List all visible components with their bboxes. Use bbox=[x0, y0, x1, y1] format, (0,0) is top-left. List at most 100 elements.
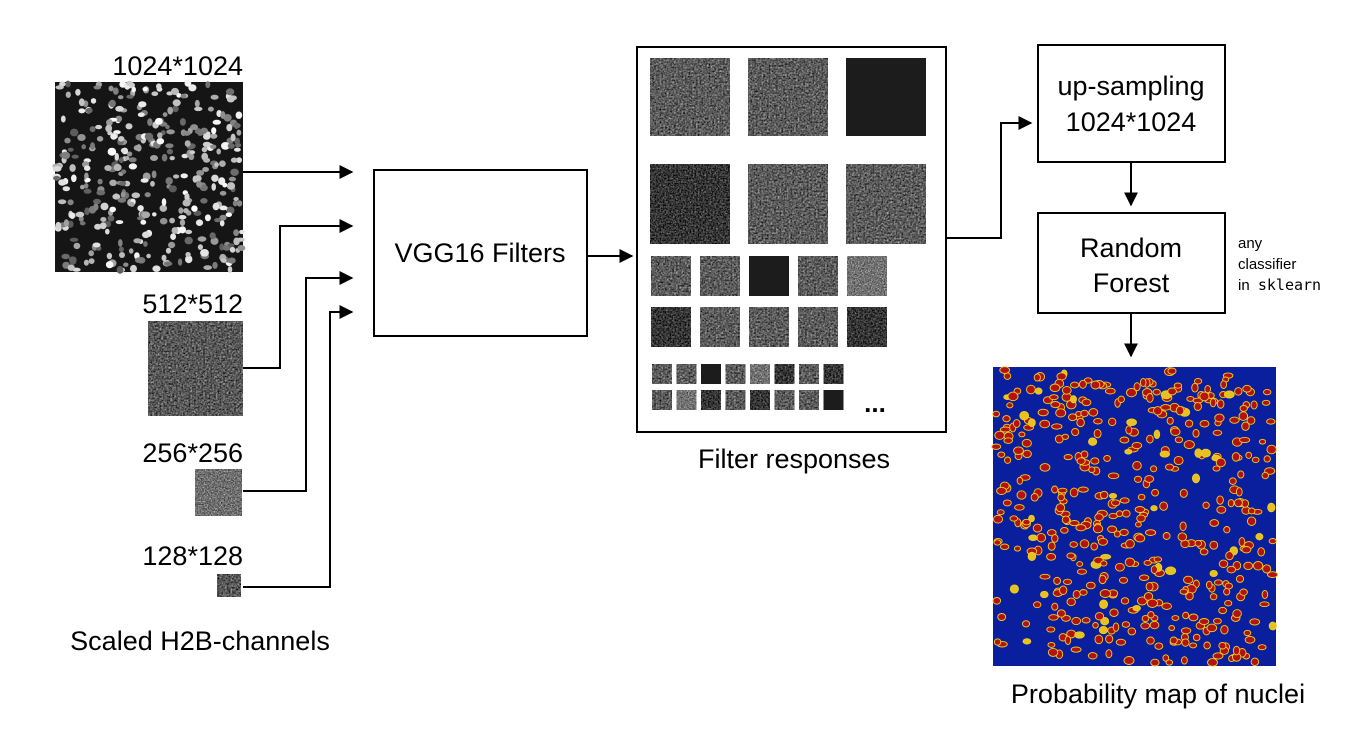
nucleus-spot bbox=[60, 115, 66, 123]
nucleus-spot bbox=[216, 148, 221, 155]
nucleus-spot bbox=[126, 80, 133, 87]
nucleus-probability-blob bbox=[1074, 631, 1085, 639]
nucleus-probability-blob bbox=[1115, 638, 1127, 646]
arrow-512-to-vgg bbox=[243, 219, 354, 369]
nucleus-probability-blob bbox=[1216, 505, 1227, 514]
nucleus-probability-blob bbox=[1121, 621, 1131, 628]
nucleus-spot bbox=[128, 248, 134, 254]
nucleus-probability-blob bbox=[1212, 465, 1221, 472]
nucleus-spot bbox=[159, 217, 168, 225]
nucleus-spot bbox=[109, 206, 116, 213]
nucleus-spot bbox=[96, 136, 104, 142]
nucleus-probability-blob bbox=[1026, 384, 1036, 395]
nucleus-spot bbox=[90, 98, 97, 104]
nucleus-probability-blob bbox=[1231, 452, 1241, 462]
nucleus-probability-blob bbox=[1027, 551, 1037, 562]
nucleus-spot bbox=[131, 192, 141, 199]
nucleus-probability-blob bbox=[1002, 499, 1012, 507]
nucleus-spot bbox=[75, 211, 85, 218]
nucleus-spot bbox=[129, 201, 135, 207]
nucleus-spot bbox=[219, 160, 226, 167]
nucleus-probability-blob bbox=[1076, 561, 1084, 567]
nucleus-probability-blob bbox=[1259, 601, 1270, 608]
nucleus-spot bbox=[211, 174, 219, 182]
nucleus-probability-blob bbox=[1229, 416, 1240, 424]
nucleus-probability-blob bbox=[1047, 647, 1059, 657]
nucleus-spot bbox=[80, 184, 85, 190]
nucleus-spot bbox=[137, 112, 145, 117]
nucleus-probability-blob bbox=[1051, 485, 1059, 494]
nucleus-probability-blob bbox=[1209, 569, 1218, 578]
nucleus-spot bbox=[178, 207, 184, 214]
nucleus-probability-blob bbox=[1181, 656, 1188, 665]
nucleus-spot bbox=[105, 124, 113, 133]
nucleus-spot bbox=[182, 199, 191, 207]
nucleus-spot bbox=[166, 129, 175, 135]
nucleus-probability-blob bbox=[1193, 402, 1202, 411]
nucleus-probability-blob bbox=[1202, 501, 1210, 509]
nucleus-probability-blob bbox=[1205, 580, 1213, 590]
nucleus-probability-blob bbox=[1169, 636, 1178, 645]
nucleus-probability-blob bbox=[1028, 418, 1036, 428]
filter-response-tile bbox=[701, 364, 721, 384]
nucleus-probability-blob bbox=[1146, 598, 1158, 608]
nucleus-spot bbox=[228, 176, 236, 182]
nucleus-spot bbox=[226, 206, 235, 215]
nucleus-probability-blob bbox=[1066, 597, 1076, 607]
nucleus-spot bbox=[90, 142, 95, 150]
nucleus-spot bbox=[220, 258, 227, 263]
nucleus-spot bbox=[109, 179, 117, 186]
nucleus-probability-blob bbox=[1131, 441, 1143, 450]
nucleus-spot bbox=[58, 179, 67, 186]
microscopy-image-1024 bbox=[52, 79, 246, 274]
nucleus-probability-blob bbox=[1220, 624, 1229, 635]
nucleus-spot bbox=[88, 258, 95, 264]
nucleus-probability-blob bbox=[1194, 539, 1203, 547]
nucleus-probability-blob bbox=[1251, 456, 1260, 464]
nucleus-probability-blob bbox=[1009, 584, 1019, 594]
nucleus-spot bbox=[142, 231, 150, 239]
random-forest-line2: Forest bbox=[1093, 268, 1170, 298]
nucleus-probability-blob bbox=[999, 543, 1010, 551]
nucleus-probability-blob bbox=[1069, 541, 1078, 548]
nucleus-spot bbox=[185, 229, 193, 235]
nucleus-spot bbox=[67, 199, 74, 206]
nucleus-probability-blob bbox=[1021, 620, 1031, 628]
nucleus-probability-blob bbox=[1239, 436, 1251, 444]
nucleus-spot bbox=[138, 101, 147, 108]
filter-response-texture bbox=[798, 307, 838, 347]
nucleus-probability-blob bbox=[1139, 574, 1150, 581]
nucleus-probability-blob bbox=[1162, 532, 1171, 540]
nucleus-spot bbox=[227, 257, 236, 264]
nucleus-spot bbox=[61, 253, 70, 260]
nucleus-spot bbox=[84, 165, 91, 171]
nucleus-probability-blob bbox=[1145, 529, 1157, 536]
nucleus-spot bbox=[95, 124, 103, 130]
nucleus-spot bbox=[189, 150, 196, 155]
arrow-responses-to-upsampling bbox=[946, 116, 1033, 239]
nucleus-probability-blob bbox=[1267, 571, 1279, 578]
nucleus-probability-blob bbox=[1262, 564, 1272, 574]
nucleus-spot bbox=[94, 223, 102, 230]
nucleus-probability-blob bbox=[1153, 556, 1163, 563]
nucleus-probability-blob bbox=[1056, 609, 1066, 618]
nucleus-probability-blob bbox=[1119, 528, 1129, 537]
nucleus-probability-blob bbox=[1266, 444, 1277, 455]
random-forest-line1: Random bbox=[1080, 233, 1182, 263]
classifier-note-line2: classifier bbox=[1238, 256, 1296, 273]
nucleus-probability-blob bbox=[1105, 649, 1113, 659]
nucleus-spot bbox=[236, 200, 243, 207]
nucleus-probability-blob bbox=[1071, 616, 1082, 626]
nucleus-probability-blob bbox=[1225, 551, 1234, 561]
nucleus-probability-blob bbox=[1184, 419, 1194, 428]
nucleus-spot bbox=[69, 212, 76, 219]
nucleus-probability-blob bbox=[1135, 521, 1142, 528]
nucleus-spot bbox=[93, 85, 102, 90]
nucleus-probability-blob bbox=[1191, 473, 1201, 484]
nucleus-probability-blob bbox=[1188, 613, 1199, 622]
nucleus-spot bbox=[169, 217, 176, 224]
nucleus-spot bbox=[67, 147, 74, 152]
nucleus-probability-blob bbox=[1167, 367, 1177, 375]
nucleus-probability-blob bbox=[1119, 436, 1130, 444]
nucleus-probability-blob bbox=[1144, 475, 1155, 483]
